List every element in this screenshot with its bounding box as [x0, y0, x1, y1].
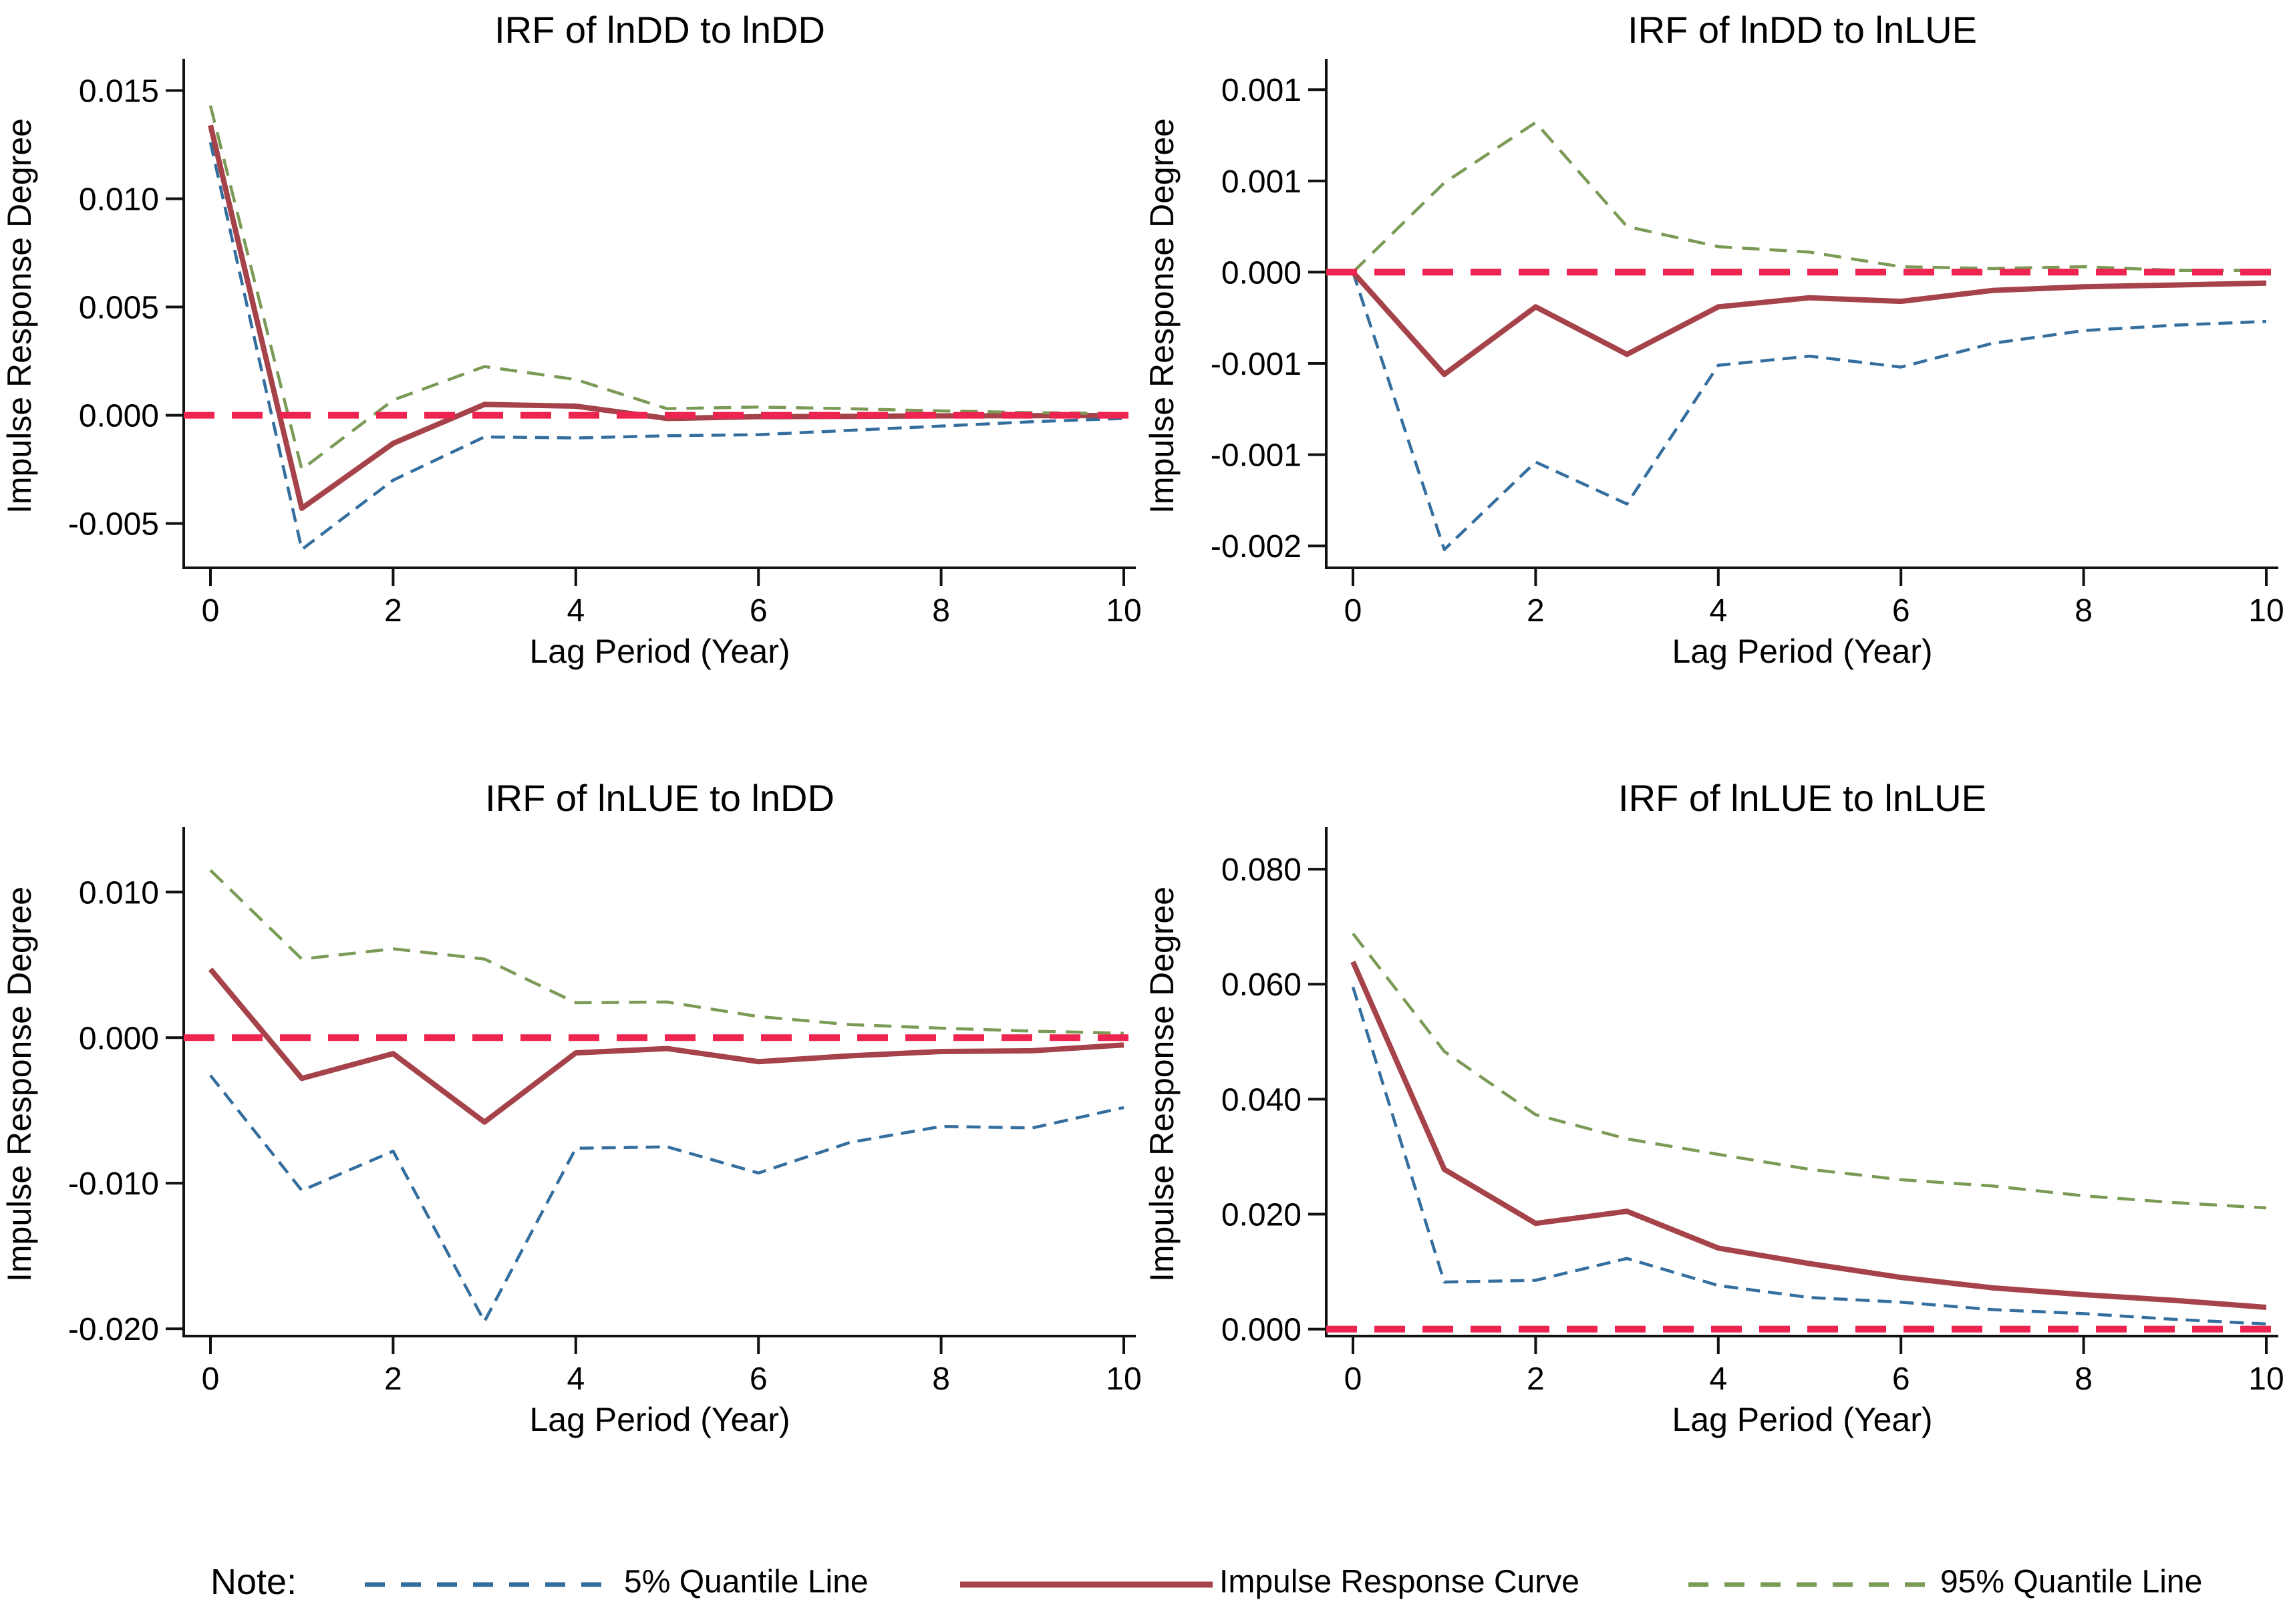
x-tick-label: 8: [932, 593, 950, 629]
y-tick-label: -0.010: [68, 1166, 159, 1202]
irf-line-sample-icon: [960, 1581, 1213, 1588]
x-tick-label: 2: [1527, 593, 1545, 629]
x-tick-label: 6: [750, 1361, 768, 1397]
legend-label-q95: 95% Quantile Line: [1940, 1564, 2203, 1600]
x-tick-label: 2: [1527, 1361, 1545, 1397]
irf-line: [208, 124, 1124, 511]
y-axis-label: Impulse Response Degree: [1, 118, 38, 514]
irf-line: [1351, 270, 2267, 377]
q95-line: [1352, 933, 2267, 1210]
chart-panel-lnLUE-to-lnLUE: IRF of lnLUE to lnLUE Impulse Response De…: [1142, 768, 2285, 1490]
y-tick-label: 0.060: [1221, 967, 1302, 1003]
y-tick-label: 0.080: [1221, 852, 1302, 888]
q95-line: [209, 869, 1124, 1035]
q5-line: [209, 1074, 1124, 1323]
x-tick-label: 8: [2075, 1361, 2093, 1397]
y-tick-label: 0.000: [1221, 255, 1302, 291]
x-axis-label: Lag Period (Year): [529, 633, 790, 670]
chart-panel-lnLUE-to-lnDD: IRF of lnLUE to lnDD Impulse Response Deg…: [0, 768, 1142, 1490]
y-tick-label: 0.001: [1221, 73, 1302, 108]
y-tick-label: 0.000: [79, 1021, 159, 1056]
y-tick-label: -0.005: [68, 507, 159, 542]
x-tick-label: 10: [1106, 593, 1141, 629]
x-tick-label: 4: [1709, 593, 1727, 629]
chart-title: IRF of lnDD to lnLUE: [1628, 9, 1977, 51]
x-tick-label: 10: [2248, 593, 2284, 629]
x-axis-label: Lag Period (Year): [1672, 633, 1932, 670]
x-tick-label: 8: [932, 1361, 950, 1397]
q5-line-sample-icon: [365, 1582, 611, 1587]
y-axis-label: Impulse Response Degree: [1143, 118, 1181, 514]
irf-line: [1350, 961, 2267, 1310]
y-tick-label: -0.002: [1211, 529, 1302, 564]
chart-title: IRF of lnDD to lnDD: [494, 9, 825, 51]
y-tick-label: -0.001: [1211, 438, 1302, 474]
y-tick-label: 0.015: [79, 74, 159, 110]
irf-chart-svg: IRF of lnDD to lnLUE Impulse Response Deg…: [1143, 9, 2284, 670]
figure-legend: Note: 5% Quantile Line Impulse Response …: [0, 1490, 2285, 1624]
x-tick-label: 10: [1106, 1361, 1141, 1397]
irf-line: [208, 967, 1124, 1125]
y-tick-label: 0.005: [79, 291, 159, 326]
y-axis-label: Impulse Response Degree: [1143, 886, 1181, 1282]
y-tick-label: -0.020: [68, 1312, 159, 1347]
x-tick-label: 4: [1709, 1361, 1727, 1397]
y-tick-label: 0.000: [1221, 1313, 1302, 1348]
chart-panel-lnDD-to-lnLUE: IRF of lnDD to lnLUE Impulse Response Deg…: [1142, 0, 2285, 721]
q5-line: [1351, 986, 2267, 1326]
x-tick-label: 6: [1892, 593, 1910, 629]
y-tick-label: 0.010: [79, 875, 159, 911]
x-axis-label: Lag Period (Year): [1672, 1401, 1932, 1438]
x-tick-label: 6: [1892, 1361, 1910, 1397]
legend-label-q5: 5% Quantile Line: [624, 1564, 869, 1600]
note-label: Note:: [210, 1562, 297, 1602]
y-tick-label: 0.001: [1221, 164, 1302, 200]
q95-line: [208, 105, 1124, 471]
chart-panel-lnDD-to-lnDD: IRF of lnDD to lnDD Impulse Response Degr…: [0, 0, 1142, 721]
y-tick-label: 0.010: [79, 182, 159, 218]
y-tick-label: -0.001: [1211, 347, 1302, 382]
x-tick-label: 2: [384, 593, 402, 629]
x-tick-label: 6: [750, 593, 768, 629]
x-tick-label: 4: [567, 1361, 585, 1397]
q95-line-sample-icon: [1688, 1582, 1928, 1587]
q5-line: [1351, 271, 2267, 551]
q5-line: [208, 142, 1124, 551]
irf-chart-svg: IRF of lnLUE to lnLUE Impulse Response De…: [1143, 777, 2284, 1438]
y-tick-label: 0.040: [1221, 1082, 1302, 1118]
x-tick-label: 0: [1344, 1361, 1362, 1397]
x-tick-label: 4: [567, 593, 585, 629]
x-tick-label: 0: [202, 1361, 220, 1397]
x-tick-label: 0: [1344, 593, 1362, 629]
x-tick-label: 10: [2248, 1361, 2284, 1397]
x-tick-label: 0: [202, 593, 220, 629]
y-tick-label: 0.020: [1221, 1198, 1302, 1233]
y-axis-label: Impulse Response Degree: [1, 886, 38, 1282]
x-tick-label: 8: [2075, 593, 2093, 629]
x-tick-label: 2: [384, 1361, 402, 1397]
chart-title: IRF of lnLUE to lnLUE: [1618, 777, 1986, 819]
irf-chart-svg: IRF of lnLUE to lnDD Impulse Response Deg…: [1, 777, 1142, 1438]
legend-label-irf: Impulse Response Curve: [1219, 1564, 1579, 1600]
irf-chart-svg: IRF of lnDD to lnDD Impulse Response Degr…: [1, 9, 1142, 670]
y-tick-label: 0.000: [79, 399, 159, 434]
chart-title: IRF of lnLUE to lnDD: [485, 777, 834, 819]
q95-line: [1352, 121, 2266, 274]
x-axis-label: Lag Period (Year): [529, 1401, 790, 1438]
